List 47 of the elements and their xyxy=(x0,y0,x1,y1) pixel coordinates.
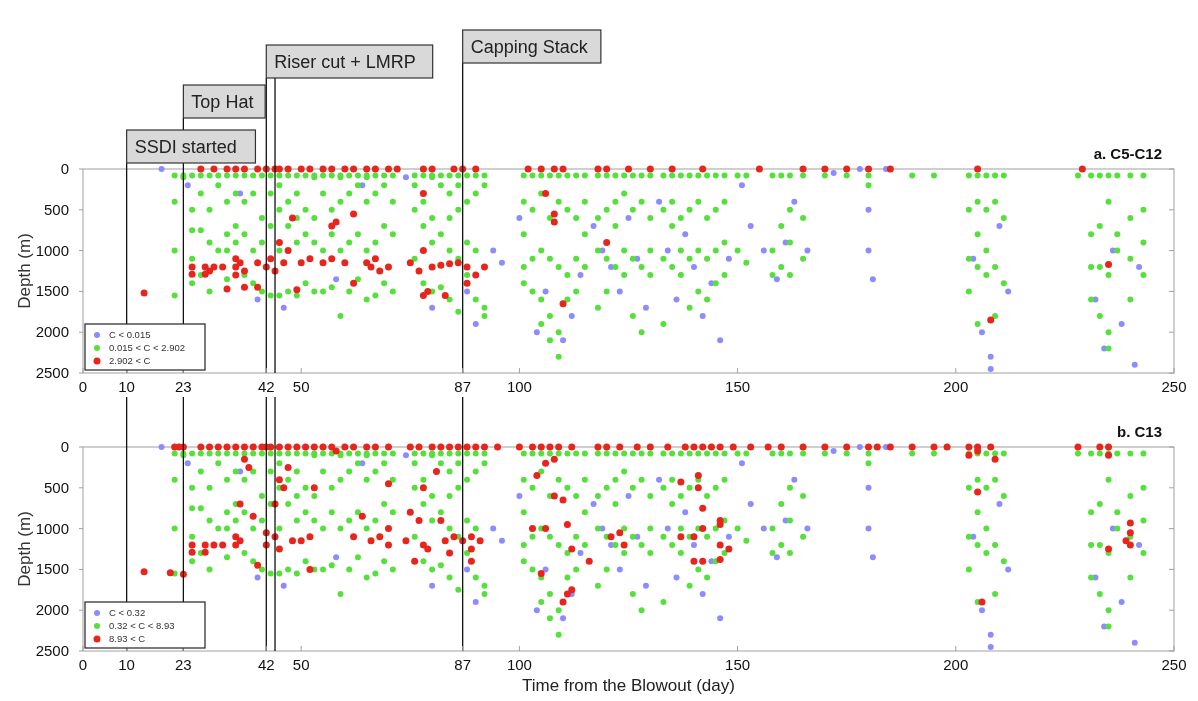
y-tick-label: 1500 xyxy=(35,560,69,578)
x-tick-label: 42 xyxy=(257,656,275,673)
x-tick-label: 100 xyxy=(506,378,532,395)
x-axis-title: Time from the Blowout (day) xyxy=(522,676,735,695)
x-tick-label: 10 xyxy=(118,378,135,395)
x-tick-label: 23 xyxy=(175,378,192,395)
y-tick-label: 2500 xyxy=(35,364,69,381)
ref-line-label: Capping Stack xyxy=(470,37,589,57)
x-tick-label: 50 xyxy=(292,656,310,673)
y-tick-label: 0 xyxy=(60,160,69,177)
x-tick-label: 100 xyxy=(506,656,532,673)
x-tick-label: 150 xyxy=(725,656,751,673)
y-tick-label: 0 xyxy=(60,438,69,455)
legend-label: 2.902 < C xyxy=(109,355,151,366)
y-tick-label: 2000 xyxy=(35,323,69,341)
x-tick-label: 0 xyxy=(78,378,88,395)
x-tick-label: 150 xyxy=(725,378,751,395)
x-tick-label: 42 xyxy=(257,378,275,395)
x-tick-label: 0 xyxy=(78,656,88,673)
y-tick-label: 500 xyxy=(43,200,69,218)
legend-label: C < 0.015 xyxy=(109,329,151,340)
y-tick-label: 2500 xyxy=(35,642,69,659)
y-tick-label: 2000 xyxy=(35,601,69,619)
y-tick-label: 1500 xyxy=(35,282,69,300)
x-tick-label: 87 xyxy=(454,656,472,673)
chart-title: a. C5-C12 xyxy=(1093,145,1162,162)
y-tick-label: 1000 xyxy=(35,519,69,537)
y-axis-title: Depth (m) xyxy=(15,511,34,587)
legend-label: C < 0.32 xyxy=(109,607,146,618)
x-tick-label: 200 xyxy=(943,656,969,673)
ref-line-label: SSDI started xyxy=(134,137,237,157)
legend-label: 0.015 < C < 2.902 xyxy=(109,342,186,353)
x-tick-label: 200 xyxy=(943,378,969,395)
x-tick-label: 10 xyxy=(118,656,135,673)
chart-title: b. C13 xyxy=(1116,423,1162,440)
y-tick-label: 500 xyxy=(43,478,69,496)
y-tick-label: 1000 xyxy=(35,241,69,259)
x-tick-label: 250 xyxy=(1161,656,1187,673)
x-tick-label: 23 xyxy=(175,656,192,673)
ref-line-label: Riser cut + LMRP xyxy=(274,52,416,72)
legend-label: 0.32 < C < 8.93 xyxy=(109,620,175,631)
x-tick-label: 50 xyxy=(292,378,310,395)
ref-line-label: Top Hat xyxy=(191,92,254,112)
x-tick-label: 250 xyxy=(1161,378,1187,395)
y-axis-title: Depth (m) xyxy=(15,233,34,309)
x-tick-label: 87 xyxy=(454,378,472,395)
legend-label: 8.93 < C xyxy=(109,633,146,644)
